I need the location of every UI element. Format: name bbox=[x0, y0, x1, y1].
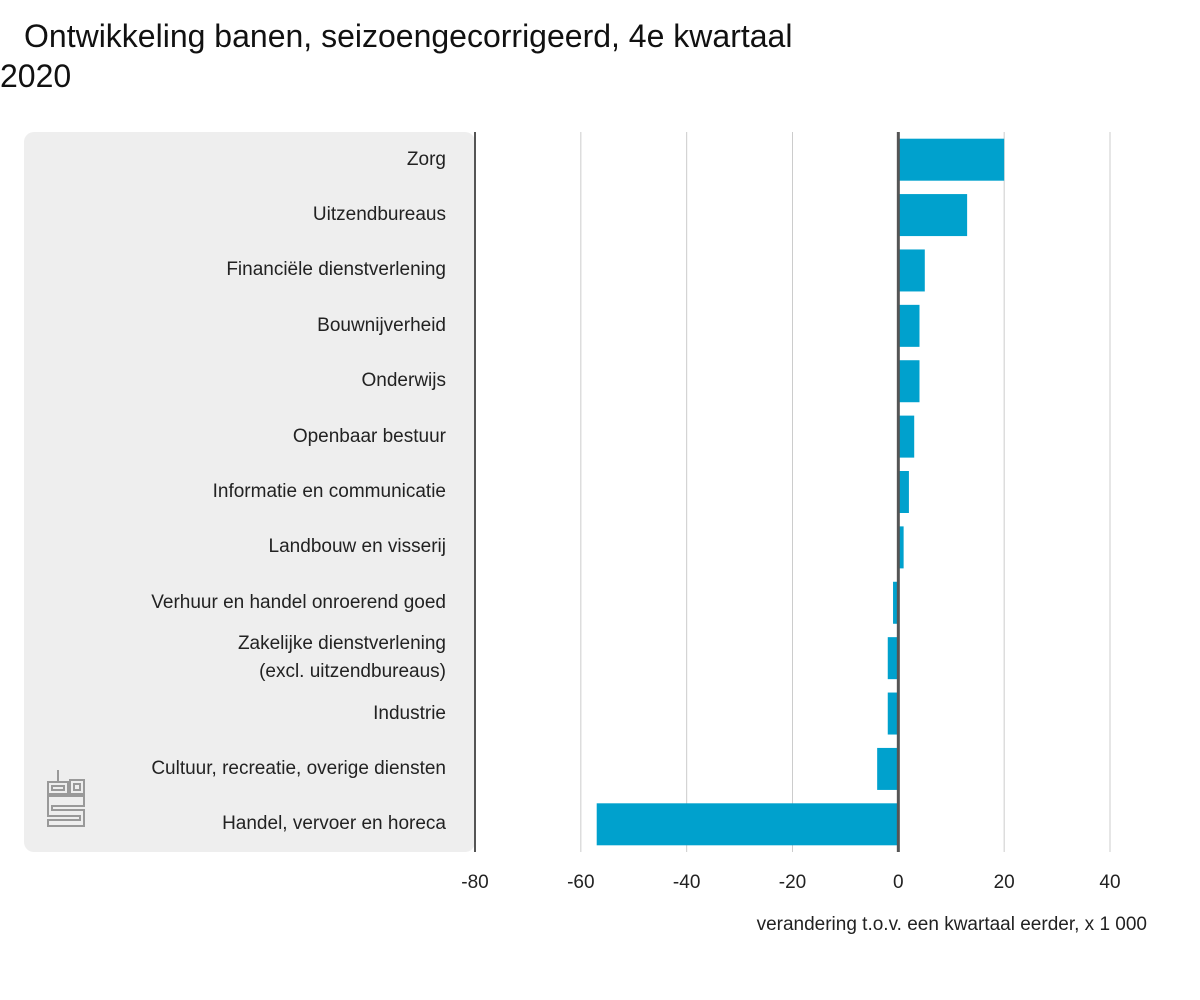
label-panel bbox=[24, 132, 475, 852]
category-label: Industrie bbox=[373, 702, 446, 724]
chart-title: Ontwikkeling banen, seizoengecorrigeerd,… bbox=[0, 18, 793, 94]
category-label: Openbaar bestuur bbox=[292, 425, 446, 447]
bar bbox=[877, 747, 899, 790]
x-tick-label: -60 bbox=[567, 872, 594, 893]
category-label: Onderwijs bbox=[361, 370, 446, 392]
bar bbox=[898, 304, 920, 347]
x-tick-label: -20 bbox=[779, 872, 806, 893]
bar bbox=[898, 526, 904, 569]
bar bbox=[887, 692, 899, 735]
category-label: Informatie en communicatie bbox=[212, 481, 446, 502]
x-tick-label: -80 bbox=[461, 872, 488, 893]
category-label: Cultuur, recreatie, overige diensten bbox=[151, 757, 446, 779]
bar bbox=[898, 138, 1005, 181]
x-tick-label: 40 bbox=[1099, 872, 1120, 893]
category-label: Handel, vervoer en horeca bbox=[222, 813, 446, 835]
bar bbox=[898, 415, 915, 458]
category-label: Landbouw en visserij bbox=[268, 536, 446, 558]
bar bbox=[887, 637, 899, 680]
bar bbox=[898, 194, 968, 237]
category-label: Zorg bbox=[406, 148, 446, 170]
x-axis-label: verandering t.o.v. een kwartaal eerder, … bbox=[757, 914, 1147, 935]
category-label: Verhuur en handel onroerend goed bbox=[151, 591, 446, 613]
x-tick-label: 20 bbox=[994, 872, 1015, 893]
bar bbox=[893, 581, 899, 624]
category-label: Financiële dienstverlening bbox=[226, 259, 446, 281]
category-label: Bouwnijverheid bbox=[317, 314, 446, 336]
bar bbox=[596, 803, 899, 846]
x-tick-label: 0 bbox=[893, 872, 904, 893]
bar bbox=[898, 471, 909, 513]
category-label: Zakelijke dienstverlening (excl. uitzend… bbox=[237, 633, 446, 683]
bar bbox=[898, 360, 920, 403]
bar bbox=[898, 249, 925, 292]
x-tick-label: -40 bbox=[673, 872, 700, 893]
cbs-logo bbox=[47, 770, 85, 827]
category-label: Uitzendbureaus bbox=[312, 204, 446, 226]
